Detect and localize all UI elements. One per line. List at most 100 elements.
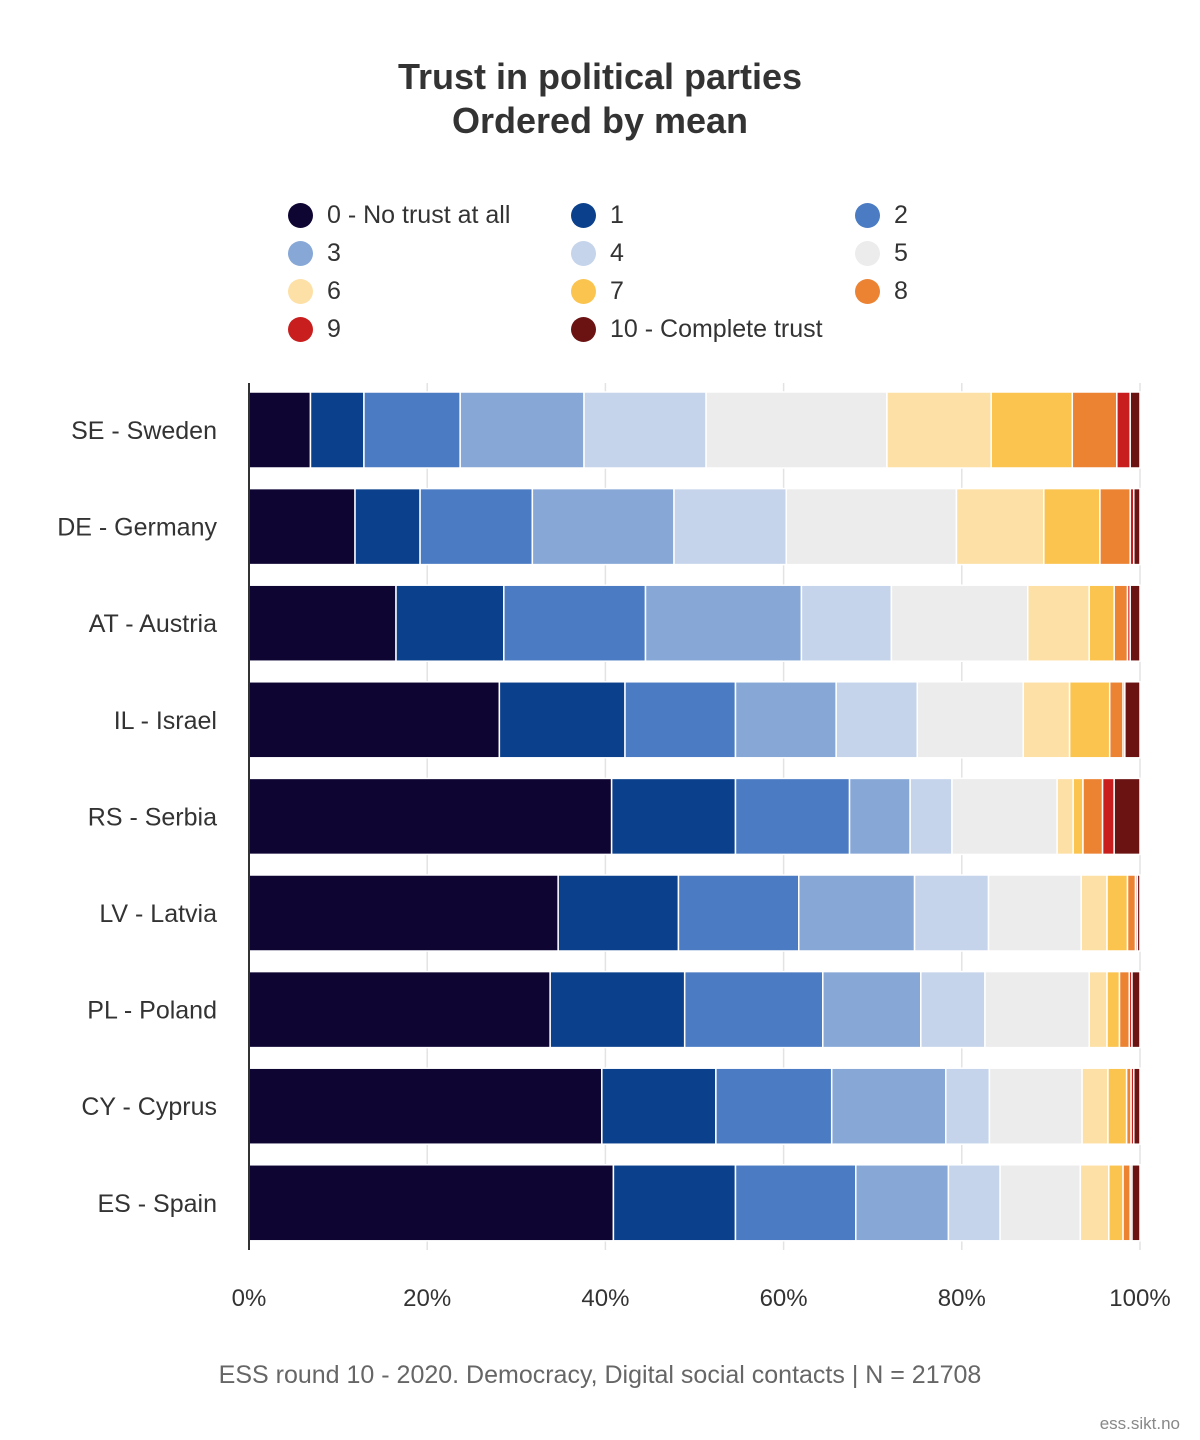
bar-segment (797, 874, 916, 952)
bar-segment (1026, 584, 1090, 662)
legend-item: 9 (288, 312, 341, 346)
legend-item: 8 (855, 274, 908, 308)
legend-label: 7 (610, 276, 624, 305)
bar-segment (459, 391, 585, 469)
bar-segment (1101, 777, 1115, 856)
bar-segment (999, 1164, 1082, 1242)
bar-segment (1108, 1164, 1124, 1242)
bar-segment (419, 487, 534, 566)
bar-segment (1108, 681, 1124, 759)
bar-segment (913, 874, 990, 952)
bar-segment (1107, 1067, 1128, 1145)
bar-segment (1082, 777, 1104, 856)
bar-segment (848, 777, 911, 856)
chart-plot: SE - Sweden DE - Germany AT - Austria IL - … (57, 383, 1171, 1312)
bar-segment (822, 970, 922, 1049)
bar-segment (916, 681, 1025, 759)
bar-segment (734, 1164, 857, 1242)
chart-subtitle: Ordered by mean (451, 100, 749, 141)
bar-segment (945, 1067, 991, 1145)
bar-segment (498, 681, 626, 759)
category-label: IL - Israel (114, 707, 217, 735)
bar-group-4 (248, 777, 1141, 856)
bar-segment (1122, 1164, 1131, 1242)
bar-segment (734, 777, 851, 856)
legend-item: 10 - Complete trust (571, 312, 823, 346)
legend-swatch (855, 278, 880, 304)
x-tick-label: 80% (938, 1285, 986, 1312)
bar-group-5 (248, 874, 1141, 952)
bar-segment (955, 487, 1045, 566)
bar-segment (503, 584, 647, 662)
bar-segment (1106, 874, 1129, 952)
bar-segment (1113, 584, 1129, 662)
bar-segment (951, 777, 1058, 856)
bar-segment (785, 487, 958, 566)
bar-segment (644, 584, 803, 662)
bar-segment (354, 487, 421, 566)
bar-segment (920, 970, 986, 1049)
bar-segment (673, 487, 788, 566)
bar-segment (1131, 970, 1141, 1049)
source-note: ESS round 10 - 2020. Democracy, Digital … (218, 1361, 982, 1389)
bar-segment (1129, 584, 1141, 662)
x-tick-label: 100% (1109, 1285, 1170, 1312)
legend-label: 5 (894, 238, 908, 267)
bar-segment (734, 681, 837, 759)
bar-segment (800, 584, 893, 662)
bar-segment (1068, 681, 1111, 759)
legend-label: 10 - Complete trust (610, 314, 823, 343)
bar-segment (1116, 391, 1131, 469)
bar-segment (1079, 1164, 1110, 1242)
bar-segment (890, 584, 1029, 662)
legend-swatch (288, 202, 313, 228)
bar-group-2 (248, 584, 1141, 662)
x-tick-label: 0% (232, 1285, 267, 1312)
chart-legend: 0 - No trust at all 1 2 3 4 5 6 7 8 9 10 - Complet… (288, 198, 928, 348)
bar-segment (1126, 874, 1137, 952)
bar-segment (248, 391, 312, 469)
legend-swatch (571, 202, 596, 228)
bar-segment (248, 874, 559, 952)
bar-segment (683, 970, 824, 1049)
bar-segment (677, 874, 800, 952)
bar-segment (1072, 777, 1084, 856)
chart-title: Trust in political parties (397, 56, 803, 97)
bar-segment (855, 1164, 950, 1242)
bar-segment (309, 391, 365, 469)
bar-segment (612, 1164, 737, 1242)
bar-segment (248, 970, 551, 1049)
bar-segment (248, 1164, 615, 1242)
bar-segment (248, 681, 501, 759)
bar-segment (395, 584, 505, 662)
legend-swatch (571, 316, 596, 342)
legend-item: 7 (571, 274, 624, 308)
bar-group-3 (248, 681, 1141, 759)
legend-label: 0 - No trust at all (327, 200, 511, 229)
bar-segment (886, 391, 992, 469)
legend-item: 3 (288, 236, 341, 270)
bar-segment (987, 874, 1082, 952)
bar-segment (1088, 970, 1108, 1049)
legend-item: 6 (288, 274, 341, 308)
credit-link[interactable]: ess.sikt.no (1099, 1414, 1180, 1433)
bar-segment (1056, 777, 1074, 856)
bar-segment (624, 681, 737, 759)
legend-item: 4 (571, 236, 624, 270)
bar-segment (715, 1067, 833, 1145)
category-label: LV - Latvia (99, 900, 217, 928)
legend-label: 8 (894, 276, 908, 305)
bar-segment (1124, 681, 1141, 759)
bar-group-6 (248, 970, 1141, 1049)
bar-segment (248, 1067, 603, 1145)
legend-swatch (288, 316, 313, 342)
legend-label: 6 (327, 276, 341, 305)
category-label: PL - Poland (87, 997, 217, 1025)
legend-item: 2 (855, 198, 908, 232)
bar-segment (1136, 874, 1141, 952)
bar-segment (909, 777, 953, 856)
bar-segment (1118, 970, 1131, 1049)
category-label: DE - Germany (57, 514, 217, 542)
bar-segment (947, 1164, 1001, 1242)
